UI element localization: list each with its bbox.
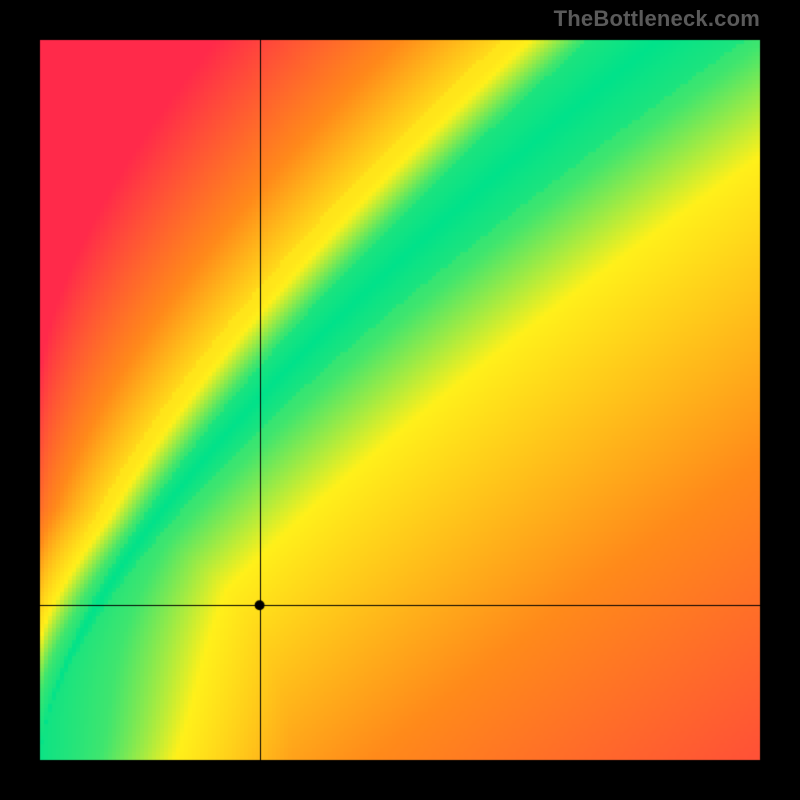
bottleneck-heatmap [0,0,800,800]
watermark-text: TheBottleneck.com [554,6,760,32]
